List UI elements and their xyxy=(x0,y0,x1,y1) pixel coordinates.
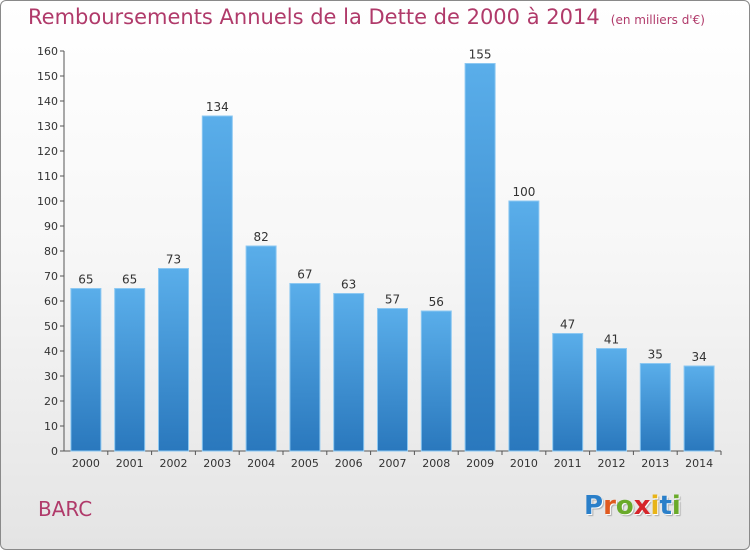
bar-2009 xyxy=(464,63,496,452)
x-tick-label-2003: 2003 xyxy=(203,457,231,470)
y-tick-label: 160 xyxy=(37,45,58,58)
bar-2002 xyxy=(158,268,189,452)
y-tick-label: 0 xyxy=(51,445,58,458)
data-label-2000: 65 xyxy=(78,273,93,287)
y-tick-label: 20 xyxy=(44,395,58,408)
bars xyxy=(70,63,715,452)
bar-2012 xyxy=(596,348,627,452)
chart-subtitle: (en milliers d'€) xyxy=(610,13,705,27)
data-label-2012: 41 xyxy=(604,333,619,347)
data-label-2008: 56 xyxy=(429,295,444,309)
x-tick-label-2001: 2001 xyxy=(116,457,144,470)
data-label-2014: 34 xyxy=(691,350,706,364)
data-label-2003: 134 xyxy=(206,100,229,114)
logo-letter: o xyxy=(615,491,634,521)
y-tick-label: 140 xyxy=(37,95,58,108)
logo-letter: t xyxy=(659,491,672,521)
data-label-2010: 100 xyxy=(512,185,535,199)
x-tick-label-2009: 2009 xyxy=(466,457,494,470)
labels: 65 2000 65 2001 73 2002 134 2003 82 2004 67 2005 63 2… xyxy=(72,48,713,471)
x-tick-label-2006: 2006 xyxy=(335,457,363,470)
bar-2014 xyxy=(683,365,715,452)
y-tick-label: 90 xyxy=(44,220,58,233)
y-tick-label: 110 xyxy=(37,170,58,183)
chart-title-row: Remboursements Annuels de la Dette de 20… xyxy=(28,5,705,29)
y-tick-label: 150 xyxy=(37,70,58,83)
y-tick-label: 30 xyxy=(44,370,58,383)
x-tick-label-2013: 2013 xyxy=(641,457,669,470)
bar-2001 xyxy=(114,288,146,452)
y-tick-label: 120 xyxy=(37,145,58,158)
x-tick-label-2002: 2002 xyxy=(160,457,188,470)
y-tick-label: 100 xyxy=(37,195,58,208)
chart-title: Remboursements Annuels de la Dette de 20… xyxy=(28,5,600,29)
data-label-2011: 47 xyxy=(560,318,575,332)
y-tick-label: 40 xyxy=(44,345,58,358)
data-label-2006: 63 xyxy=(341,278,356,292)
logo-letter: x xyxy=(633,491,651,521)
bar-2013 xyxy=(639,363,671,452)
bar-2011 xyxy=(552,333,584,452)
bar-2005 xyxy=(289,283,321,452)
data-label-2004: 82 xyxy=(253,230,268,244)
x-tick-label-2007: 2007 xyxy=(379,457,407,470)
logo-letter: i xyxy=(671,491,681,521)
logo-letter: i xyxy=(650,491,660,521)
axes: 0 10 20 30 40 50 60 70 80 90 100 110 120 130 140 150 160 xyxy=(37,45,722,458)
bar-2007 xyxy=(377,308,408,452)
y-tick-label: 130 xyxy=(37,120,58,133)
x-tick-label-2005: 2005 xyxy=(291,457,319,470)
y-tick-label: 50 xyxy=(44,320,58,333)
x-tick-label-2010: 2010 xyxy=(510,457,538,470)
data-label-2009: 155 xyxy=(469,48,492,62)
bar-2003 xyxy=(201,115,233,452)
town-name: BARC xyxy=(38,497,93,521)
bar-2008 xyxy=(420,310,452,452)
bar-2010 xyxy=(508,200,540,452)
x-tick-label-2014: 2014 xyxy=(685,457,713,470)
x-tick-label-2008: 2008 xyxy=(422,457,450,470)
x-tick-label-2004: 2004 xyxy=(247,457,275,470)
proxiti-logo: Proxiti xyxy=(584,491,681,521)
data-label-2001: 65 xyxy=(122,273,137,287)
data-label-2005: 67 xyxy=(297,268,312,282)
y-tick-label: 70 xyxy=(44,270,58,283)
y-tick-label: 10 xyxy=(44,420,58,433)
logo-letter: P xyxy=(584,491,604,521)
bar-2006 xyxy=(333,293,365,452)
data-label-2002: 73 xyxy=(166,253,181,267)
x-tick-label-2011: 2011 xyxy=(554,457,582,470)
logo-letter: r xyxy=(603,491,616,521)
bar-2004 xyxy=(245,245,277,452)
data-label-2013: 35 xyxy=(648,348,663,362)
data-label-2007: 57 xyxy=(385,293,400,307)
x-tick-label-2000: 2000 xyxy=(72,457,100,470)
y-tick-label: 60 xyxy=(44,295,58,308)
bar-2000 xyxy=(70,288,102,452)
y-tick-label: 80 xyxy=(44,245,58,258)
x-tick-label-2012: 2012 xyxy=(598,457,626,470)
